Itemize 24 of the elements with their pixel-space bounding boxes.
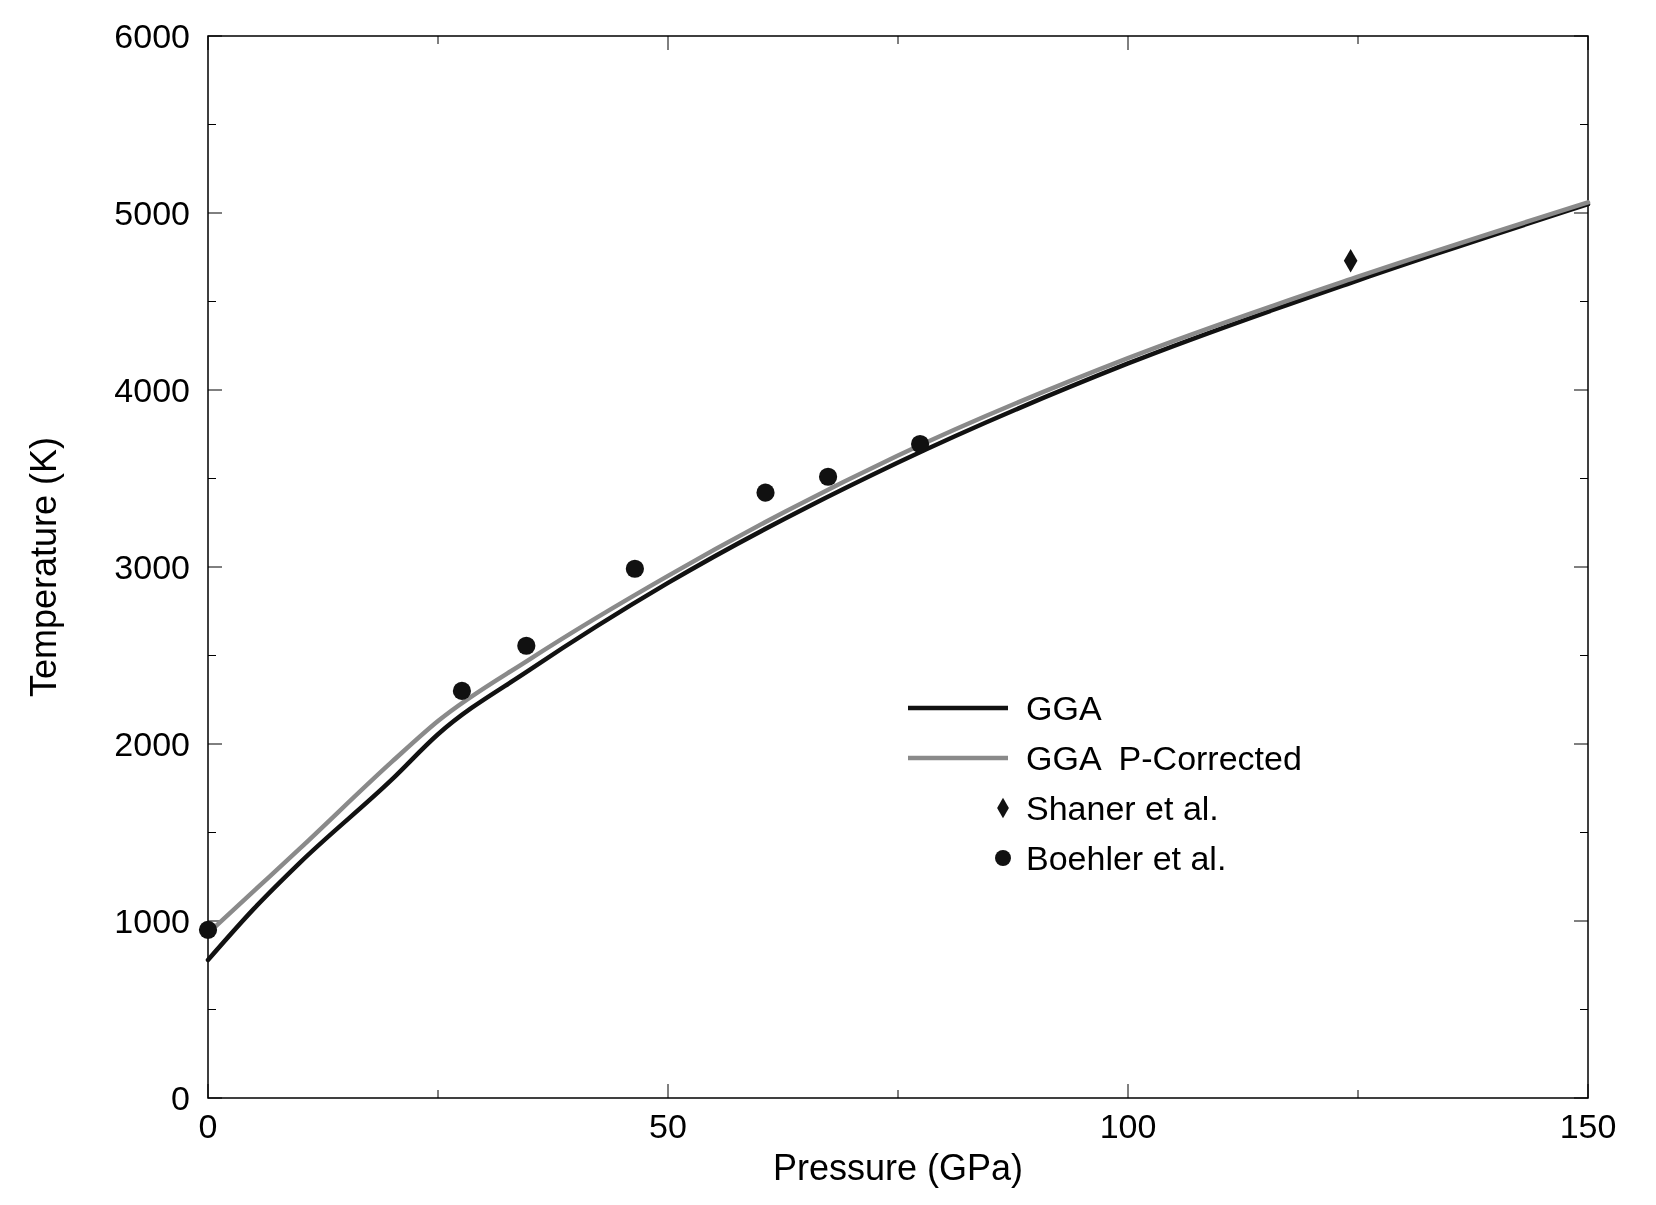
point [756, 483, 775, 502]
y-tick-label: 1000 [114, 902, 190, 940]
x-tick-label: 50 [649, 1107, 687, 1145]
legend-label: Shaner et al. [1026, 789, 1219, 827]
y-tick-label: 0 [171, 1079, 190, 1117]
point [452, 681, 472, 700]
y-axis-title: Temperature (K) [23, 436, 64, 698]
legend-label: GGA [1026, 689, 1102, 727]
x-tick-label: 100 [1099, 1107, 1157, 1145]
point [818, 467, 838, 486]
point [910, 434, 930, 454]
y-tick-label: 3000 [114, 548, 190, 586]
point [517, 636, 536, 655]
y-tick-label: 6000 [114, 17, 190, 55]
point [625, 559, 644, 578]
y-tick-label: 4000 [114, 371, 190, 409]
legend-label: GGA P-Corrected [1026, 739, 1302, 777]
legend-label: Boehler et al. [1026, 839, 1227, 877]
point [198, 920, 218, 939]
x-tick-label: 0 [198, 1107, 218, 1145]
y-tick-label: 2000 [114, 725, 190, 763]
y-tick-label: 5000 [114, 194, 190, 232]
x-axis-title: Pressure (GPa) [772, 1147, 1024, 1188]
x-tick-label: 150 [1559, 1107, 1617, 1145]
